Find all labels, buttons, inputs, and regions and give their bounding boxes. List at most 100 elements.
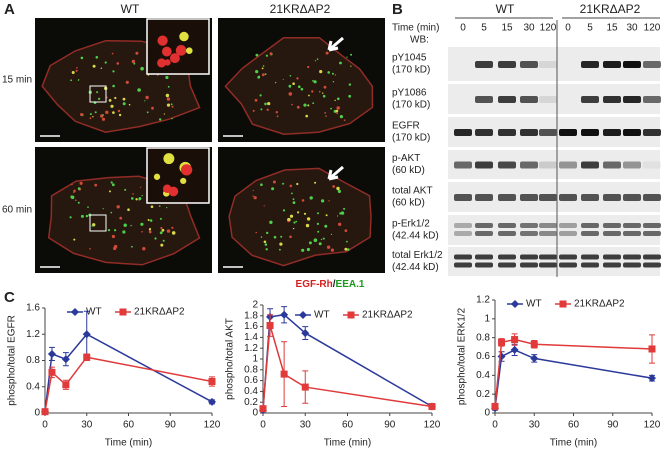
- series-line: [44, 333, 213, 412]
- puncta: [69, 216, 72, 219]
- puncta: [95, 56, 99, 59]
- axes: [494, 300, 652, 414]
- puncta: [94, 183, 98, 187]
- band: [603, 61, 621, 68]
- puncta: [263, 240, 267, 244]
- puncta: [114, 229, 117, 232]
- puncta: [306, 247, 310, 252]
- puncta: [305, 114, 309, 118]
- puncta: [166, 229, 171, 233]
- band: [581, 262, 599, 268]
- puncta: [167, 85, 170, 88]
- puncta: [330, 233, 333, 235]
- puncta: [264, 102, 267, 106]
- marker: [301, 383, 309, 391]
- x-axis-label: Time (min): [105, 438, 152, 449]
- x-tick-label: 120: [644, 420, 661, 431]
- band: [623, 61, 641, 68]
- puncta: [282, 182, 285, 185]
- band: [559, 194, 577, 201]
- time-value: 0: [565, 23, 571, 34]
- legend-label: 21KRΔAP2: [134, 307, 185, 318]
- puncta: [147, 219, 150, 221]
- puncta: [75, 69, 78, 72]
- marker: [510, 345, 519, 354]
- blot-label: p-Erk1/2: [392, 219, 430, 230]
- puncta: [132, 193, 134, 195]
- puncta: [313, 238, 318, 242]
- inset-puncta: [168, 186, 179, 197]
- group-label: 21KRΔAP2: [580, 2, 641, 16]
- puncta: [336, 112, 339, 115]
- band: [498, 223, 516, 228]
- puncta: [117, 109, 121, 113]
- band: [603, 231, 621, 236]
- puncta: [108, 99, 112, 102]
- band: [539, 194, 557, 201]
- y-tick-label: 1.2: [476, 295, 490, 306]
- marker: [61, 355, 70, 364]
- puncta: [254, 98, 258, 102]
- marker: [491, 402, 499, 410]
- x-tick-label: 0: [260, 420, 266, 431]
- time-value: 5: [587, 23, 593, 34]
- band: [520, 161, 538, 169]
- band: [454, 223, 472, 228]
- band: [498, 194, 516, 201]
- marker: [511, 336, 519, 344]
- axes: [262, 305, 432, 414]
- puncta: [116, 205, 120, 209]
- marker: [47, 349, 56, 358]
- band: [520, 262, 538, 268]
- band: [454, 129, 472, 136]
- band: [623, 161, 641, 169]
- y-tick-label: 1.6: [26, 303, 40, 314]
- puncta: [325, 51, 329, 55]
- x-tick-label: 120: [424, 420, 441, 431]
- puncta: [288, 92, 293, 96]
- band: [475, 194, 493, 201]
- puncta: [327, 71, 331, 74]
- band: [581, 129, 599, 136]
- puncta: [262, 65, 265, 67]
- series-line: [494, 349, 653, 409]
- puncta: [291, 192, 293, 195]
- band: [454, 194, 472, 201]
- puncta: [104, 61, 107, 64]
- puncta: [317, 212, 319, 215]
- puncta: [253, 196, 257, 200]
- puncta: [325, 214, 328, 217]
- legend-marker: [511, 300, 519, 308]
- y-tick-label: 0: [34, 408, 40, 419]
- blot-strip: [448, 215, 660, 245]
- puncta: [330, 248, 334, 252]
- band: [581, 194, 599, 201]
- x-tick-label: 90: [607, 420, 619, 431]
- puncta: [148, 230, 152, 234]
- puncta: [85, 214, 89, 218]
- legend-label: 21KRΔAP2: [362, 310, 413, 321]
- band: [498, 129, 516, 136]
- puncta: [265, 54, 268, 57]
- band: [643, 262, 661, 268]
- legend: EGF-Rh/EEA.1: [296, 279, 365, 290]
- row-label: 60 min: [2, 205, 32, 216]
- puncta: [92, 64, 96, 68]
- marker: [208, 378, 216, 385]
- puncta: [318, 242, 322, 246]
- puncta: [135, 51, 139, 55]
- x-tick-label: 30: [529, 420, 541, 431]
- puncta: [165, 75, 169, 80]
- inset-puncta: [180, 164, 193, 176]
- band: [498, 254, 516, 260]
- arrow: [327, 36, 344, 52]
- puncta: [131, 59, 136, 64]
- puncta: [274, 81, 277, 84]
- band: [559, 223, 577, 228]
- x-tick-label: 0: [42, 420, 48, 431]
- puncta: [131, 245, 133, 248]
- puncta: [80, 214, 84, 218]
- puncta: [296, 105, 300, 109]
- puncta: [171, 105, 174, 108]
